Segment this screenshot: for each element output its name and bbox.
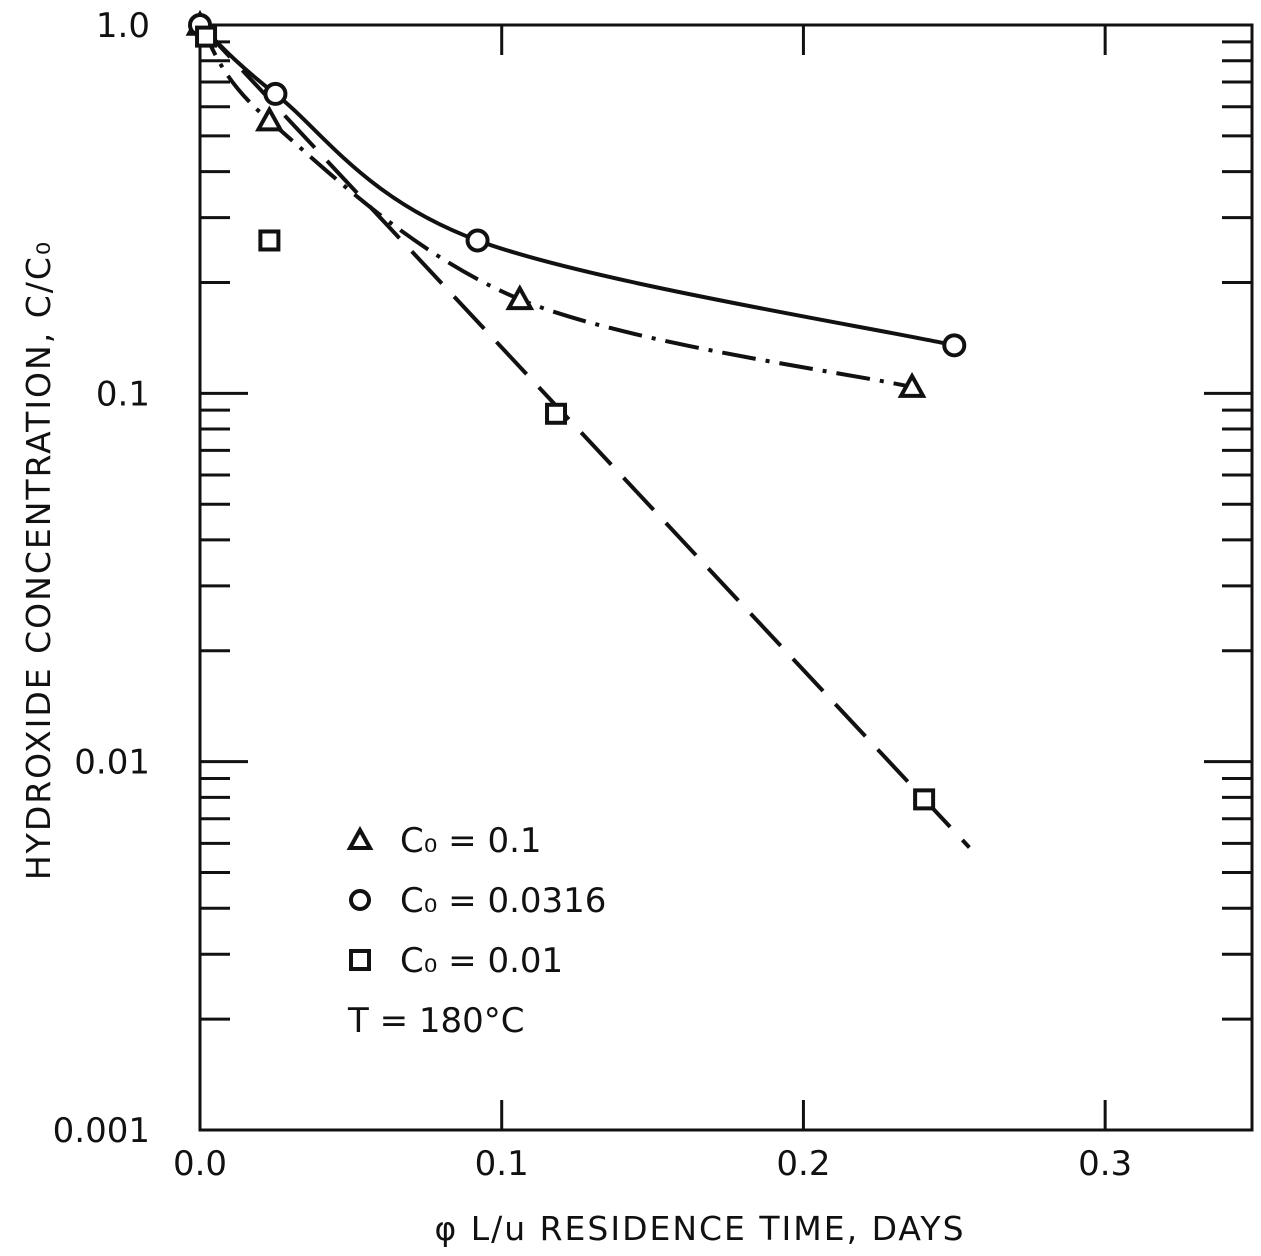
legend-circle-icon [349, 889, 371, 911]
data-point-triangle [254, 105, 284, 132]
series-line-triangle [198, 23, 913, 390]
y-axis-title: HYDROXIDE CONCENTRATION, C/C₀ [19, 240, 58, 880]
tick-labels: 0.0 0.1 0.2 0.3 1.0 0.1 0.01 0.001 [53, 6, 1133, 1184]
x-tick-label: 0.1 [475, 1144, 529, 1184]
y-tick-label: 0.001 [53, 1111, 150, 1151]
x-tick-label: 0.2 [776, 1144, 830, 1184]
legend-entry-label: C₀ = 0.01 [400, 941, 563, 981]
legend: C₀ = 0.1 C₀ = 0.0316 C₀ = 0.01 T = 180°C [346, 821, 606, 1041]
legend-entry-label: C₀ = 0.1 [400, 821, 542, 861]
data-point-square [195, 25, 218, 48]
data-point-square [545, 402, 568, 425]
plot-frame [198, 23, 1254, 1132]
series-line-circle [198, 23, 955, 348]
data-point-square [258, 229, 281, 252]
series-line-square [198, 23, 971, 849]
x-tick-label: 0.3 [1078, 1144, 1132, 1184]
data-markers [185, 9, 967, 811]
legend-square-icon [349, 949, 371, 971]
y-tick-label: 0.01 [74, 743, 150, 783]
x-axis-title: φ L/u RESIDENCE TIME, DAYS [434, 1209, 965, 1248]
legend-temperature-label: T = 180°C [347, 1001, 525, 1041]
y-tick-label: 1.0 [96, 6, 150, 46]
data-point-square [913, 788, 936, 811]
series-curves [198, 23, 971, 849]
data-point-circle [465, 228, 490, 253]
data-point-circle [942, 333, 967, 358]
axis-ticks [200, 25, 1252, 1132]
legend-triangle-icon [346, 825, 374, 850]
y-tick-label: 0.1 [96, 374, 150, 414]
legend-entry-label: C₀ = 0.0316 [400, 881, 606, 921]
x-tick-label: 0.0 [173, 1144, 227, 1184]
data-point-triangle [897, 371, 927, 398]
data-point-circle [263, 81, 288, 106]
plot-border [198, 23, 1254, 1132]
data-point-triangle [505, 284, 535, 311]
